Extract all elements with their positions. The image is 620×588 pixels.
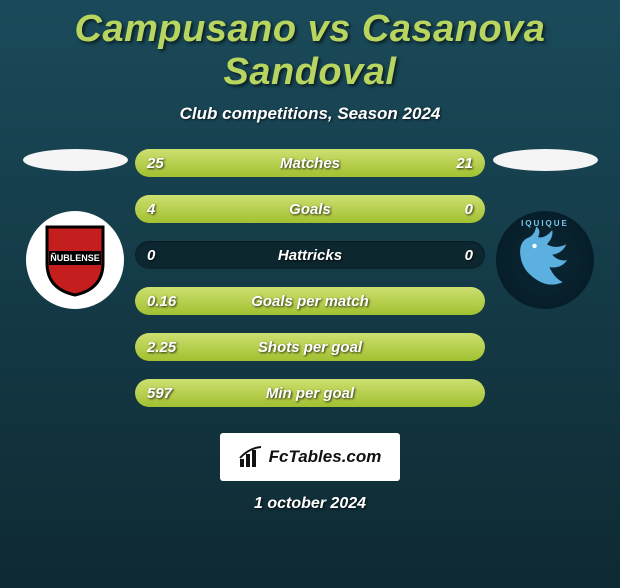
iquique-text: IQUIQUE (496, 219, 594, 228)
stat-row: 0.16Goals per match (135, 287, 485, 315)
dragon-icon (501, 216, 589, 304)
stat-label: Min per goal (135, 385, 485, 402)
right-flag-icon (493, 149, 598, 171)
footer-date: 1 october 2024 (0, 495, 620, 513)
left-flag-icon (23, 149, 128, 171)
nublense-shield-icon: ÑUBLENSE (43, 223, 107, 297)
fctables-text: FcTables.com (269, 447, 382, 467)
stat-row: 25Matches21 (135, 149, 485, 177)
stat-label: Matches (135, 155, 485, 172)
left-club-logo: ÑUBLENSE (26, 211, 124, 309)
stat-value-right: 0 (465, 201, 473, 218)
stat-row: 0Hattricks0 (135, 241, 485, 269)
fctables-logo: FcTables.com (220, 433, 400, 481)
page-title: Campusano vs Casanova Sandoval (0, 8, 620, 94)
stat-label: Shots per goal (135, 339, 485, 356)
stat-value-right: 21 (456, 155, 473, 172)
subtitle: Club competitions, Season 2024 (0, 104, 620, 124)
stat-label: Hattricks (135, 247, 485, 264)
stat-row: 597Min per goal (135, 379, 485, 407)
bar-chart-icon (239, 446, 263, 468)
stat-label: Goals (135, 201, 485, 218)
stat-value-right: 0 (465, 247, 473, 264)
left-player-column: ÑUBLENSE (15, 149, 135, 309)
right-club-logo: IQUIQUE (496, 211, 594, 309)
comparison-panel: ÑUBLENSE 25Matches214Goals00Hattricks00.… (0, 149, 620, 425)
stats-bars: 25Matches214Goals00Hattricks00.16Goals p… (135, 149, 485, 425)
stat-row: 4Goals0 (135, 195, 485, 223)
right-player-column: IQUIQUE (485, 149, 605, 309)
stat-row: 2.25Shots per goal (135, 333, 485, 361)
stat-label: Goals per match (135, 293, 485, 310)
nublense-text: ÑUBLENSE (50, 253, 100, 263)
